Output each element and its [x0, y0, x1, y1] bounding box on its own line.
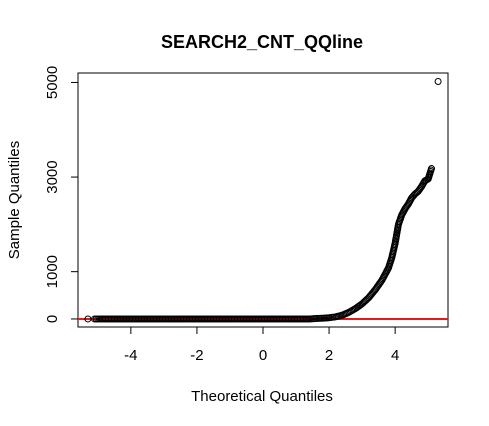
x-tick-label: 4: [391, 347, 399, 364]
y-tick-label: 3000: [44, 160, 61, 193]
x-tick-label: 2: [325, 347, 333, 364]
y-axis: 0 1000 3000 5000: [44, 66, 79, 323]
y-tick-label: 1000: [44, 255, 61, 288]
y-tick-label: 0: [44, 315, 61, 323]
y-tick-label: 5000: [44, 66, 61, 99]
data-points: [84, 78, 442, 323]
x-axis-label: Theoretical Quantiles: [191, 388, 333, 405]
qq-point: [84, 315, 92, 323]
x-axis: -4 -2 0 2 4: [124, 326, 399, 364]
qq-point: [427, 165, 435, 173]
qq-point: [434, 78, 442, 86]
y-axis-label: Sample Quantiles: [6, 141, 23, 259]
x-tick-label: -4: [124, 347, 137, 364]
x-tick-label: 0: [259, 347, 267, 364]
chart-title: SEARCH2_CNT_QQline: [161, 32, 363, 52]
x-tick-label: -2: [190, 347, 203, 364]
plot-frame: [77, 72, 449, 328]
